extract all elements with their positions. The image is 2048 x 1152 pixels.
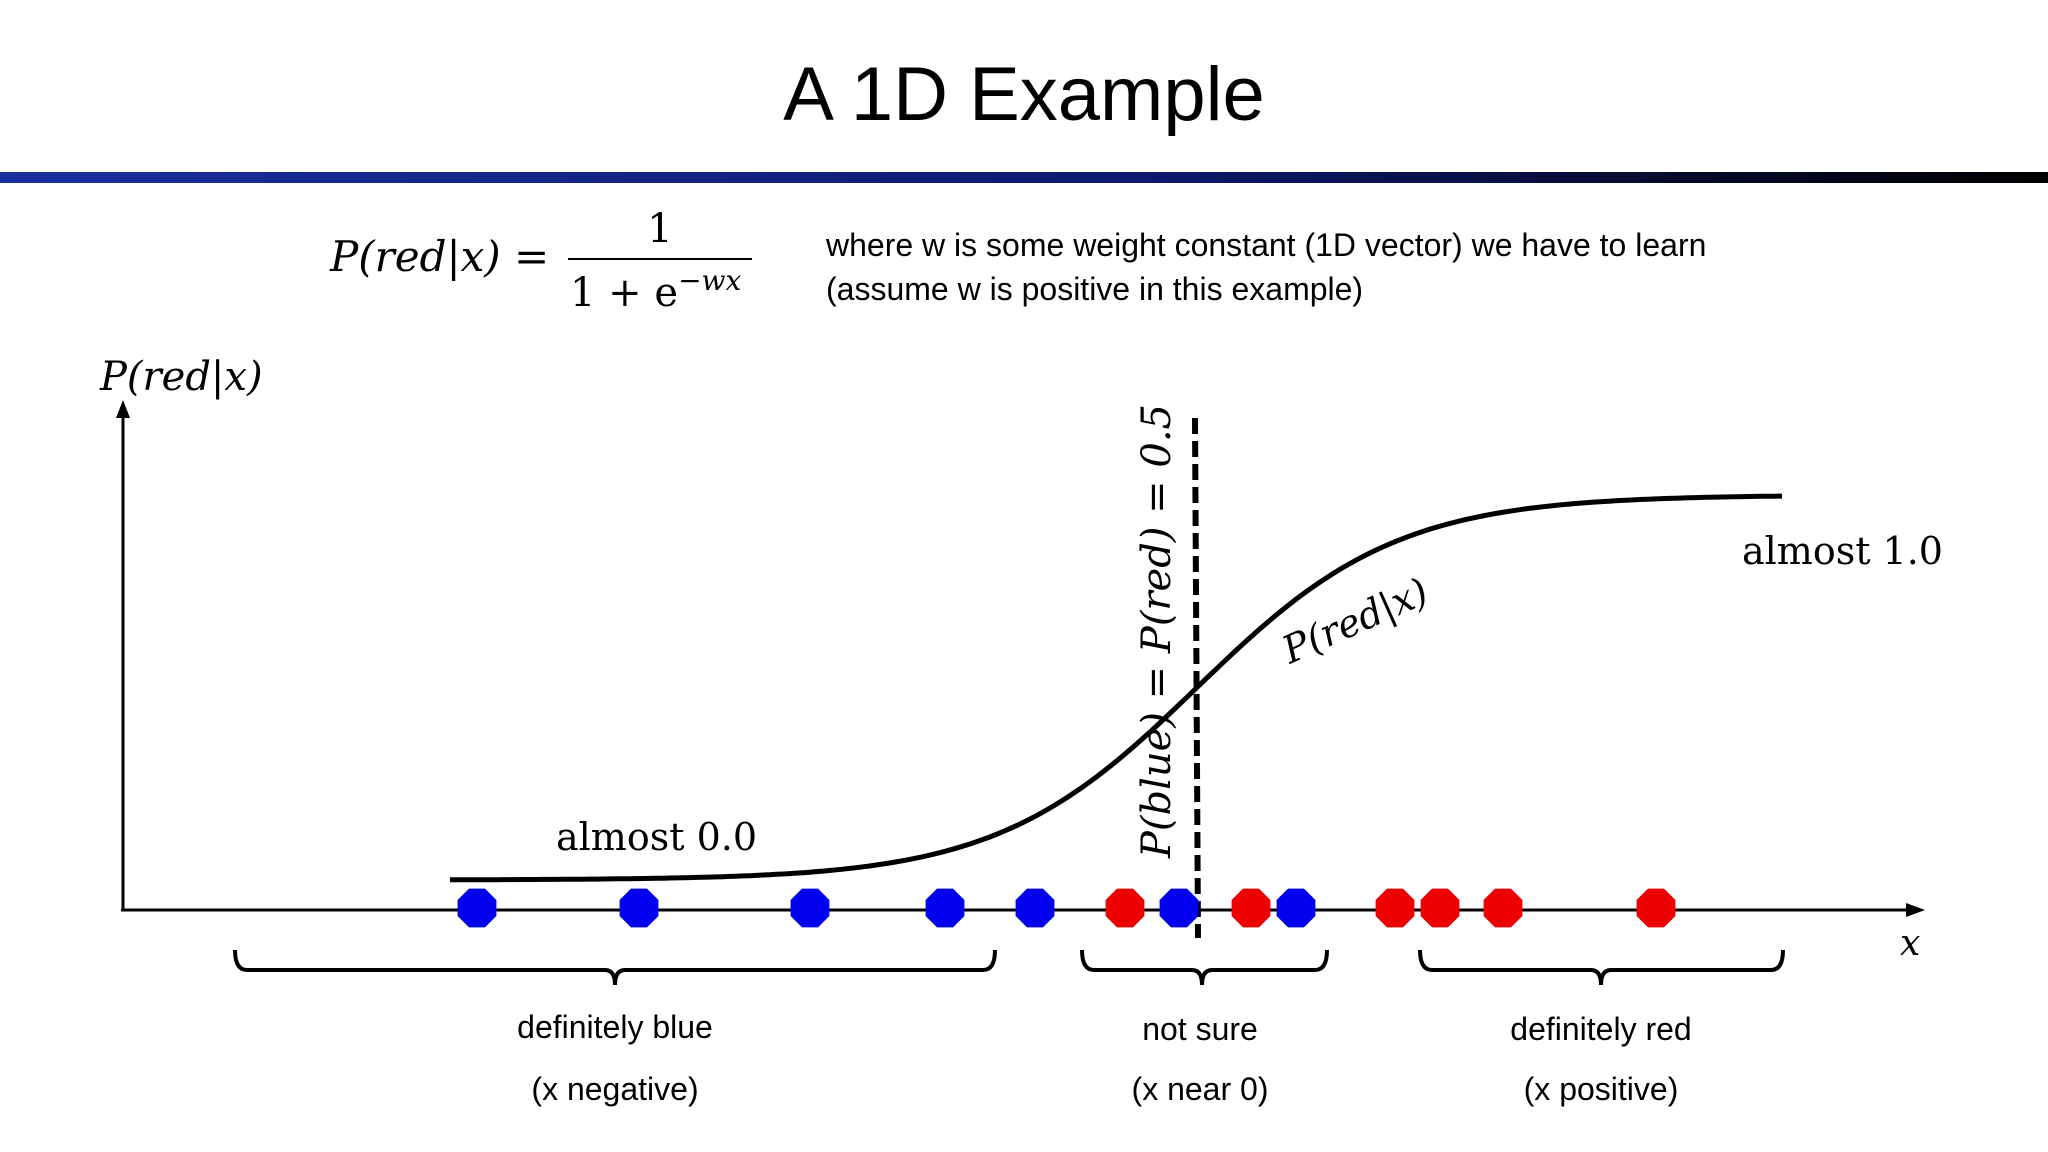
data-point-blue (790, 888, 830, 928)
decision-boundary-label: P(blue) = P(red) = 0.5 (1134, 404, 1180, 859)
decision-boundary-line (1192, 417, 1201, 939)
region-unsure-label: not sure (1142, 1011, 1258, 1047)
region-red-label: definitely red (1510, 1011, 1691, 1047)
formula-lhs: P(red|x) = (329, 232, 549, 281)
data-point-red (1420, 888, 1460, 928)
data-point-blue (1015, 888, 1055, 928)
curve-label: P(red|x) (1275, 569, 1435, 672)
data-point-red (1105, 888, 1145, 928)
formula-note-line1: where w is some weight constant (1D vect… (825, 227, 1706, 263)
x-axis-label: x (1900, 923, 1920, 964)
data-point-red (1636, 888, 1676, 928)
brace-definitely-red (1418, 949, 1785, 986)
data-point-red (1375, 888, 1415, 928)
formula-denominator-base: 1 + e (570, 270, 678, 316)
brace-definitely-blue (233, 949, 997, 986)
region-blue-sublabel: (x negative) (531, 1071, 698, 1107)
formula-exponent: −wx (678, 264, 741, 297)
sigmoid-curve (450, 493, 1783, 883)
y-axis-label: P(red|x) (99, 354, 263, 400)
data-point-blue (619, 888, 659, 928)
data-point-blue (457, 888, 497, 928)
brace-not-sure (1080, 949, 1329, 986)
region-braces (233, 949, 1785, 986)
region-unsure-sublabel: (x near 0) (1132, 1071, 1269, 1107)
sigmoid-formula: P(red|x) = 1 1 + e−wx (329, 206, 752, 316)
region-red-sublabel: (x positive) (1524, 1071, 1679, 1107)
data-point-blue (1159, 888, 1199, 928)
data-point-blue (925, 888, 965, 928)
axes: P(red|x) x (99, 354, 1925, 964)
region-blue-label: definitely blue (517, 1009, 713, 1045)
formula-denominator: 1 + e−wx (570, 264, 742, 316)
curve-low-label: almost 0.0 (556, 815, 757, 859)
x-axis-arrowhead (1906, 903, 1925, 917)
formula-numerator: 1 (647, 206, 672, 252)
formula-note-line2: (assume w is positive in this example) (826, 271, 1363, 307)
data-point-red (1483, 888, 1523, 928)
data-points (457, 888, 1676, 928)
y-axis-arrowhead (116, 400, 130, 418)
title-divider-bar (0, 172, 2048, 183)
slide-title: A 1D Example (783, 52, 1265, 137)
curve-high-label: almost 1.0 (1742, 529, 1943, 573)
region-labels: definitely blue (x negative) not sure (x… (517, 1009, 1692, 1107)
data-point-red (1231, 888, 1271, 928)
data-point-blue (1276, 888, 1316, 928)
